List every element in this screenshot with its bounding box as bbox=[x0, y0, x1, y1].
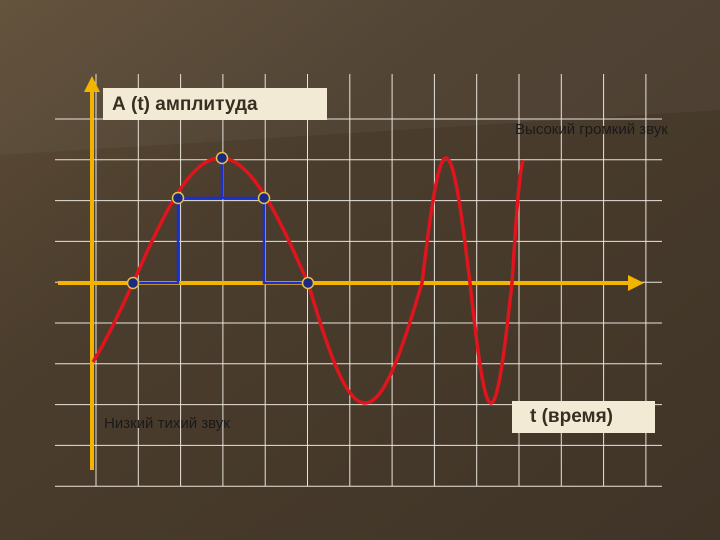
sample-points bbox=[126, 151, 315, 290]
amplitude-label: А (t) амплитуда bbox=[112, 94, 258, 115]
high-loud-label: Высокий громкий звук bbox=[515, 121, 668, 138]
amplitude-axis-arrow bbox=[84, 76, 100, 92]
sample-point bbox=[126, 276, 140, 290]
sample-point bbox=[301, 276, 315, 290]
time-label: t (время) bbox=[530, 406, 613, 427]
sample-point bbox=[171, 191, 185, 205]
label-box bbox=[512, 401, 655, 433]
time-axis-arrow bbox=[628, 275, 644, 291]
sample-point bbox=[257, 191, 271, 205]
low-quiet-label: Низкий тихий звук bbox=[104, 415, 230, 432]
sample-point bbox=[215, 151, 229, 165]
label-box bbox=[103, 88, 327, 120]
